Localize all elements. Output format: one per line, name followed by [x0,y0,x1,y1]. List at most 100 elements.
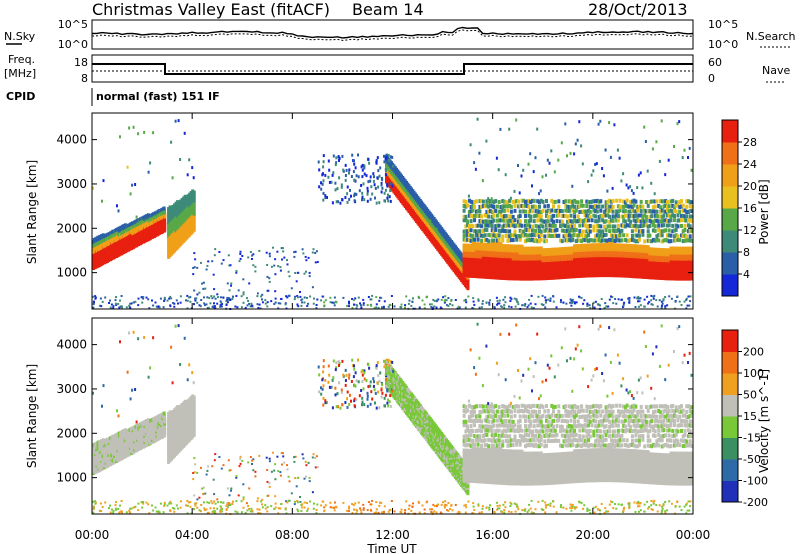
power-cell [344,178,347,182]
power-cell [111,229,115,234]
power-cell [186,173,189,177]
power-cell [126,223,130,228]
power-cell [481,199,485,204]
power-cell [467,194,470,198]
power-cell [566,214,569,219]
power-cell [587,218,591,223]
power-cell [383,154,385,158]
power-cell [469,219,473,224]
power-cell [238,260,241,263]
power-cell [520,223,524,228]
power-cell [641,186,644,190]
power-cell [539,214,543,219]
power-cell [532,170,535,174]
power-cell [322,154,325,158]
power-cell [131,221,135,226]
power-cell [193,266,196,269]
power-cell [588,214,592,219]
power-cell [604,232,608,237]
power-cell [588,209,592,214]
power-cell [385,155,388,159]
power-cell [615,198,619,203]
power-cell [327,159,330,163]
power-cell [543,234,547,239]
power-cell [281,258,283,261]
power-cell [200,261,202,264]
power-cell [597,218,601,223]
power-cell [362,182,365,186]
power-cell [242,278,245,281]
power-cell [247,256,250,259]
power-cell [625,198,629,203]
power-cell [137,132,140,136]
power-cell [639,199,643,204]
power-cell [380,183,383,187]
power-cell [218,251,221,253]
power-cell [324,173,327,177]
power-cell [524,214,527,218]
power-cell [353,178,356,182]
power-cell [655,199,659,204]
power-cell [497,200,501,204]
power-cell [580,144,583,148]
power-cell [293,298,296,301]
power-cell [318,168,321,172]
power-cell [616,148,619,152]
power-cell [192,203,196,208]
power-cell [531,224,534,229]
power-cell [266,264,269,266]
power-cell [518,214,522,218]
power-cell [321,173,324,177]
power-cell [597,122,600,126]
power-cell [602,224,606,229]
power-cell [211,260,214,263]
power-cell [601,167,604,170]
power-cell [180,237,184,242]
power-cell [466,219,470,224]
power-cell [513,229,517,234]
nsearch-series [91,29,694,41]
power-cell [280,247,283,250]
power-cell [616,214,620,219]
power-cell [578,223,582,228]
power-cell [180,208,184,213]
power-cell [574,208,578,213]
power-cell [104,233,108,238]
power-cell [335,200,338,204]
power-cell [327,175,330,179]
power-cell [180,235,184,240]
power-cell [341,154,344,158]
power-cell [375,161,378,165]
power-cell [294,250,297,253]
nsky-series [91,26,694,39]
power-cell [555,227,559,232]
power-cell [274,290,277,293]
power-cell [606,189,609,193]
power-cell [180,229,184,234]
power-cell [529,152,532,156]
power-cell [370,185,373,189]
power-cell [117,209,120,213]
power-cell [252,253,255,256]
power-cell [497,233,501,238]
power-cell [270,265,273,268]
power-cell [365,174,368,178]
power-cell [268,255,271,258]
power-cell [473,218,477,223]
power-cell [480,238,484,243]
power-cell [314,261,317,264]
power-cell [348,171,350,175]
power-cell [637,173,640,177]
station-title: Christmas Valley East (fitACF) [92,0,330,19]
power-cell [346,185,349,189]
power-cell [254,265,257,268]
power-cell [592,169,595,173]
power-cell [346,192,349,196]
power-cell [277,265,280,268]
power-cell [658,159,661,163]
power-cell [344,163,347,167]
power-cell [363,172,366,176]
power-cell [152,212,156,217]
power-cell [476,237,480,242]
